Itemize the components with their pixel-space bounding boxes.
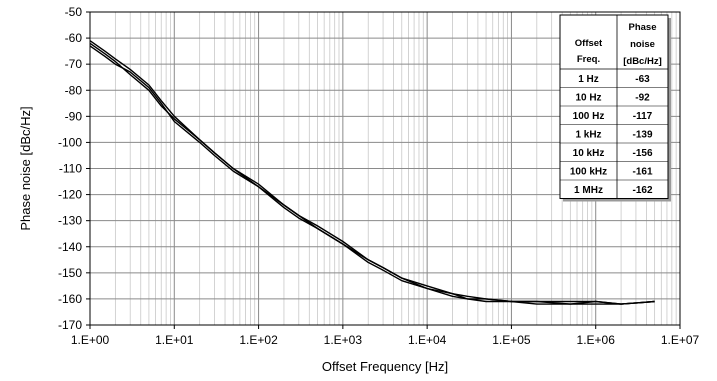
x-tick-label: 1.E+00 <box>71 333 110 347</box>
x-tick-label: 1.E+01 <box>155 333 194 347</box>
x-tick-label: 1.E+07 <box>661 333 700 347</box>
y-tick-label: -60 <box>65 31 83 45</box>
legend-table-cell-phase-noise: -139 <box>632 130 652 141</box>
legend-table-cell-frequency: 10 kHz <box>573 148 605 159</box>
x-tick-label: 1.E+03 <box>324 333 363 347</box>
y-tick-label: -100 <box>58 135 82 149</box>
y-axis-ticks: -50 -60 -70 -80 -90 -100 -110 -120 -130 -140 -150 -… <box>58 5 90 332</box>
legend-table-cell-frequency: 1 kHz <box>575 130 601 141</box>
x-tick-label: 1.E+05 <box>492 333 531 347</box>
legend-table-header-offset-freq: Freq. <box>577 54 600 65</box>
legend-table-header-phase-noise: Phase <box>629 22 657 33</box>
legend-table-cell-phase-noise: -63 <box>635 74 650 85</box>
legend-table-cell-frequency: 100 Hz <box>573 111 605 122</box>
legend-table-cell-frequency: 1 MHz <box>574 185 603 196</box>
y-tick-label: -130 <box>58 214 82 228</box>
y-tick-label: -80 <box>65 83 83 97</box>
y-tick-label: -160 <box>58 292 82 306</box>
x-axis-label: Offset Frequency [Hz] <box>322 359 448 374</box>
legend-table-cell-phase-noise: -117 <box>633 111 653 122</box>
x-axis-ticks: 1.E+00 1.E+01 1.E+02 1.E+03 1.E+04 1.E+05 1.E+… <box>71 325 700 347</box>
y-tick-label: -90 <box>65 109 83 123</box>
x-tick-label: 1.E+04 <box>408 333 447 347</box>
legend-table-cell-phase-noise: -92 <box>635 93 650 104</box>
y-tick-label: -140 <box>58 240 82 254</box>
legend-table-cell-phase-noise: -161 <box>632 167 652 178</box>
legend-table-header-phase-noise: noise <box>630 39 655 50</box>
y-tick-label: -50 <box>65 5 83 19</box>
legend-table: Offset Freq. Phase noise [dBc/Hz] 1 Hz -63 10 H… <box>559 14 671 202</box>
legend-table-cell-frequency: 10 Hz <box>575 93 601 104</box>
y-tick-label: -170 <box>58 318 82 332</box>
y-tick-label: -120 <box>58 188 82 202</box>
y-tick-label: -150 <box>58 266 82 280</box>
y-axis-label: Phase noise [dBc/Hz] <box>18 106 33 230</box>
legend-table-cell-frequency: 100 kHz <box>570 167 607 178</box>
x-tick-label: 1.E+06 <box>577 333 616 347</box>
y-tick-label: -110 <box>59 162 82 176</box>
legend-table-header-phase-noise: [dBc/Hz] <box>623 56 662 67</box>
y-tick-label: -70 <box>65 57 83 71</box>
legend-table-cell-frequency: 1 Hz <box>578 74 599 85</box>
series-layer <box>89 40 655 305</box>
legend-table-frame <box>559 14 669 199</box>
legend-table-header-offset-freq: Offset <box>575 38 603 49</box>
legend-table-cell-phase-noise: -156 <box>632 148 652 159</box>
phase-noise-series-line <box>89 40 655 305</box>
legend-table-cell-phase-noise: -162 <box>632 185 652 196</box>
x-tick-label: 1.E+02 <box>239 333 278 347</box>
